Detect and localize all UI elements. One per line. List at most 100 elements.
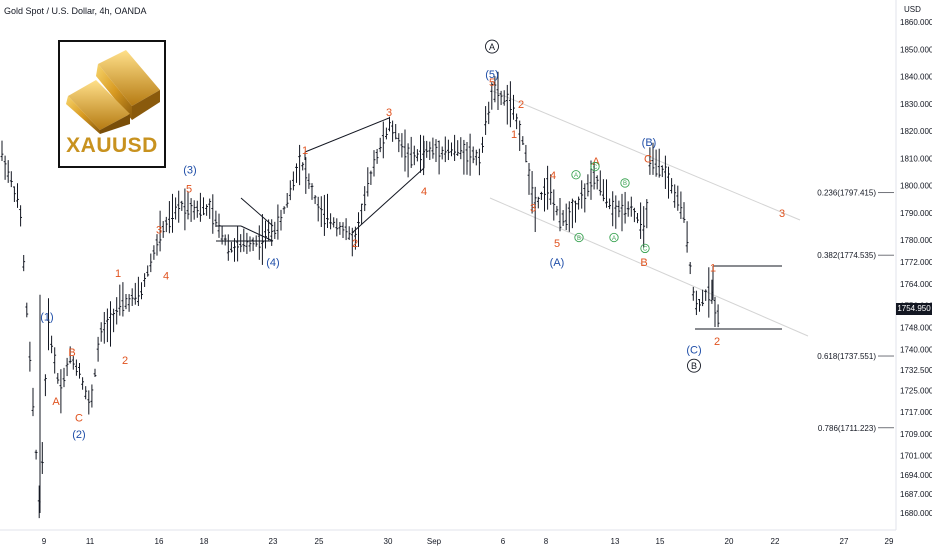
- y-tick-label: 1709.000: [900, 430, 932, 439]
- circled-wave-label: B: [577, 236, 581, 242]
- triangle-lower-line: [240, 225, 274, 242]
- x-tick-label: 29: [885, 537, 894, 546]
- x-tick-label: 27: [840, 537, 849, 546]
- circled-wave-label: C: [593, 165, 598, 171]
- x-tick-label: 6: [501, 537, 506, 546]
- y-tick-label: 1748.000: [900, 324, 932, 333]
- y-tick-label: 1701.000: [900, 452, 932, 461]
- fibonacci-levels: 0.236(1797.415) 0.382(1774.535) 0.618(1737…: [817, 189, 894, 433]
- wave-label: 5: [554, 238, 560, 250]
- wave-label: (5): [485, 69, 498, 81]
- wave-labels: (1)ABC(2)12345(3)(4)1234(5)521345(A)A(B)…: [40, 39, 785, 441]
- wave-label: 5: [186, 183, 192, 195]
- wave-label: 2: [714, 336, 720, 348]
- fib-level-label: 0.618(1737.551): [817, 352, 876, 361]
- x-tick-label: 11: [86, 537, 95, 546]
- candlestick-series: [0, 71, 720, 519]
- price-axis: 1860.000 1850.000 1840.000 1830.000 1820.000…: [900, 18, 932, 518]
- wave-label-circle: [574, 232, 584, 243]
- circled-wave-label: B: [623, 181, 627, 187]
- wave-label: 3: [386, 107, 392, 119]
- symbol-title: Gold Spot / U.S. Dollar, 4h, OANDA: [4, 6, 147, 16]
- y-tick-label: 1687.000: [900, 490, 932, 499]
- x-tick-label: 23: [269, 537, 278, 546]
- y-tick-label: 1764.000: [900, 280, 932, 289]
- y-tick-label: 1740.000: [900, 345, 932, 354]
- x-tick-label: Sep: [427, 537, 442, 546]
- y-tick-label: 1680.000: [900, 509, 932, 518]
- y-tick-label: 1772.000: [900, 258, 932, 267]
- x-tick-label: 25: [315, 537, 324, 546]
- wave-label: 3: [779, 208, 785, 220]
- x-tick-label: 13: [611, 537, 620, 546]
- wave-label: 2: [352, 238, 358, 250]
- wave-label: (4): [266, 257, 279, 269]
- wave-label: C: [644, 153, 652, 165]
- wave-label: 3: [156, 224, 162, 236]
- wave-label: 2: [518, 99, 524, 111]
- y-tick-label: 1800.000: [900, 182, 932, 191]
- x-tick-label: 20: [725, 537, 734, 546]
- circled-wave-label: B: [691, 361, 697, 371]
- wave-label: B: [68, 347, 75, 359]
- x-tick-label: 22: [771, 537, 780, 546]
- wave-label: 5: [489, 77, 495, 89]
- wave-label-circle: [590, 161, 600, 172]
- wave-label: (B): [642, 137, 657, 149]
- y-tick-label: 1810.000: [900, 154, 932, 163]
- wave-label: (A): [550, 257, 565, 269]
- wave-label: 3: [530, 202, 536, 214]
- wave-label: C: [75, 413, 83, 425]
- elliott-channel: [489, 89, 809, 337]
- x-tick-label: 9: [42, 537, 47, 546]
- wave-label-circle: [687, 358, 701, 373]
- y-tick-label: 1694.000: [900, 471, 932, 480]
- y-tick-label: 1850.000: [900, 45, 932, 54]
- wave-label: 4: [550, 170, 556, 182]
- circled-wave-label: A: [489, 42, 495, 52]
- wave-label: 1: [302, 145, 308, 157]
- y-tick-label: 1725.000: [900, 386, 932, 395]
- wave-label-circle: [609, 232, 619, 243]
- wave-label-circle: [485, 39, 499, 54]
- wave-label: B: [640, 257, 647, 269]
- x-tick-label: 15: [656, 537, 665, 546]
- trendline-drawings: [216, 117, 782, 330]
- x-tick-label: 16: [155, 537, 164, 546]
- fib-level-label: 0.382(1774.535): [817, 251, 876, 260]
- wave-label: 4: [163, 271, 169, 283]
- wave-label: (2): [72, 429, 85, 441]
- wave-label: (3): [183, 164, 196, 176]
- wave-label: (C): [686, 344, 701, 356]
- y-tick-label: 1840.000: [900, 73, 932, 82]
- wave-label: A: [52, 396, 60, 408]
- time-axis: 9 11 16 18 23 25 30 Sep 6 8 13 15 20 22 27 29: [42, 537, 894, 546]
- circled-wave-label: A: [574, 173, 578, 179]
- y-tick-label: 1790.000: [900, 209, 932, 218]
- xauusd-logo: XAUUSD: [58, 40, 166, 168]
- x-tick-label: 18: [200, 537, 209, 546]
- wave-label: (1): [40, 312, 53, 324]
- y-tick-label: 1732.500: [900, 366, 932, 375]
- circled-wave-label: A: [612, 236, 616, 242]
- last-price-tag: 1754.950: [896, 302, 932, 315]
- wedge-upper-line: [304, 117, 390, 153]
- wedge-lower-line: [351, 167, 425, 234]
- x-tick-label: 8: [544, 537, 549, 546]
- fib-level-label: 0.786(1711.223): [818, 424, 876, 433]
- channel-lower-line: [489, 197, 809, 337]
- wave-label: 2: [122, 355, 128, 367]
- wave-label-circle: [571, 170, 581, 180]
- y-tick-label: 1780.000: [900, 236, 932, 245]
- gold-bars-icon: [66, 50, 160, 134]
- wave-label-circle: [620, 178, 630, 188]
- wave-label: 1: [115, 268, 121, 280]
- currency-label: USD: [904, 5, 921, 14]
- wave-label: 1: [710, 263, 716, 275]
- channel-upper-line: [489, 89, 801, 221]
- y-tick-label: 1717.000: [900, 408, 932, 417]
- triangle-upper-line: [240, 197, 274, 227]
- circled-wave-label: C: [643, 247, 648, 253]
- wave-label: 1: [511, 129, 517, 141]
